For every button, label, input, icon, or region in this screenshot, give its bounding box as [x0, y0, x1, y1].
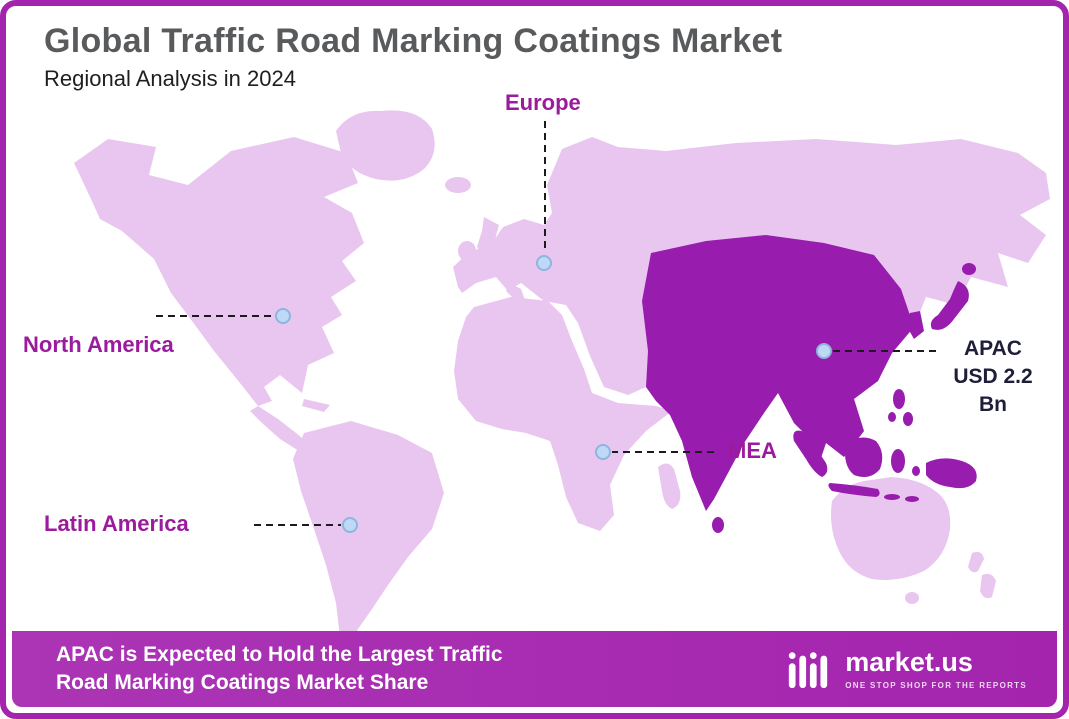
island-japan	[930, 281, 969, 330]
island-greenland	[336, 110, 471, 193]
island-iceland	[445, 177, 471, 193]
continent-north-america	[74, 137, 364, 453]
island-sri-lanka	[712, 517, 724, 533]
banner-line1: APAC is Expected to Hold the Largest Tra…	[56, 643, 503, 666]
island-borneo	[845, 437, 883, 477]
logo-tagline: ONE STOP SHOP FOR THE REPORTS	[845, 680, 1027, 690]
island-new-zealand-south	[980, 573, 996, 599]
marketus-logo: market.us ONE STOP SHOP FOR THE REPORTS	[783, 646, 1027, 692]
label-latin-america: Latin America	[44, 511, 189, 536]
apac-market-value: USD 2.2	[953, 365, 1033, 388]
region-apac-highlight	[642, 235, 977, 533]
label-north-america: North America	[23, 332, 174, 357]
leader-lines	[156, 121, 936, 526]
logo-brand: market.us	[845, 646, 973, 677]
bottom-banner: APAC is Expected to Hold the Largest Tra…	[12, 631, 1057, 707]
marker-apac	[816, 343, 832, 359]
world-map	[74, 110, 1050, 641]
page-subtitle: Regional Analysis in 2024	[44, 66, 296, 91]
marker-north-america	[275, 308, 291, 324]
island-madagascar	[658, 463, 681, 509]
continent-africa	[454, 297, 681, 531]
island-java	[828, 483, 880, 497]
island-new-guinea	[926, 458, 977, 489]
apac-region-name: APAC	[964, 337, 1022, 360]
marker-latin-america	[342, 517, 358, 533]
banner-line2: Road Marking Coatings Market Share	[56, 671, 429, 694]
island-sumatra	[793, 430, 828, 477]
island-taiwan	[871, 358, 881, 372]
banner-text: APAC is Expected to Hold the Largest Tra…	[56, 641, 503, 697]
island-hokkaido	[962, 263, 976, 275]
marketus-logo-icon	[789, 652, 828, 689]
map-markers	[275, 255, 832, 533]
island-hainan	[846, 383, 856, 391]
label-mea: MEA	[728, 438, 777, 463]
page-title: Global Traffic Road Marking Coatings Mar…	[44, 22, 783, 60]
island-new-zealand-north	[968, 551, 984, 573]
marker-mea	[595, 444, 611, 460]
continent-australia	[831, 477, 996, 604]
island-tasmania	[905, 592, 919, 604]
apac-market-value-unit: Bn	[979, 393, 1007, 416]
label-apac: APAC USD 2.2 Bn	[939, 335, 1047, 419]
logo-text: market.us ONE STOP SHOP FOR THE REPORTS	[845, 646, 1027, 690]
header: Global Traffic Road Marking Coatings Mar…	[44, 22, 782, 92]
continent-south-america	[293, 421, 444, 641]
peninsula-korea	[906, 311, 924, 339]
islands-philippines	[893, 389, 905, 409]
island-sulawesi	[891, 449, 905, 473]
label-europe: Europe	[505, 90, 581, 115]
marker-europe	[536, 255, 552, 271]
